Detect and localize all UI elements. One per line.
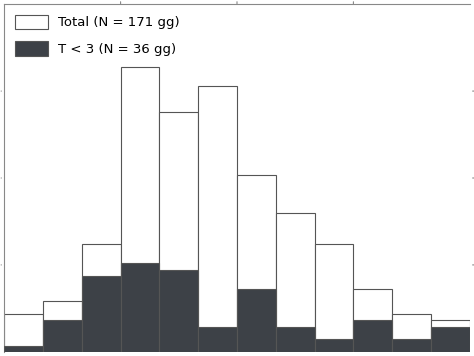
Bar [4,346,43,352]
Bar [237,289,276,352]
Bar [120,263,159,352]
Bar [392,339,431,352]
Bar [276,213,315,352]
Bar [198,326,237,352]
Bar [43,320,82,352]
Bar [159,112,198,352]
Bar [43,301,82,352]
Bar [354,320,392,352]
Bar [159,269,198,352]
Bar [431,320,470,352]
Bar [354,289,392,352]
Legend: Total (N = 171 gg), T < 3 (N = 36 gg): Total (N = 171 gg), T < 3 (N = 36 gg) [11,11,184,60]
Bar [237,175,276,352]
Bar [120,67,159,352]
Bar [392,314,431,352]
Bar [82,244,120,352]
Bar [276,326,315,352]
Bar [431,326,470,352]
Bar [198,87,237,352]
Bar [315,339,354,352]
Bar [82,276,120,352]
Bar [315,244,354,352]
Bar [4,314,43,352]
